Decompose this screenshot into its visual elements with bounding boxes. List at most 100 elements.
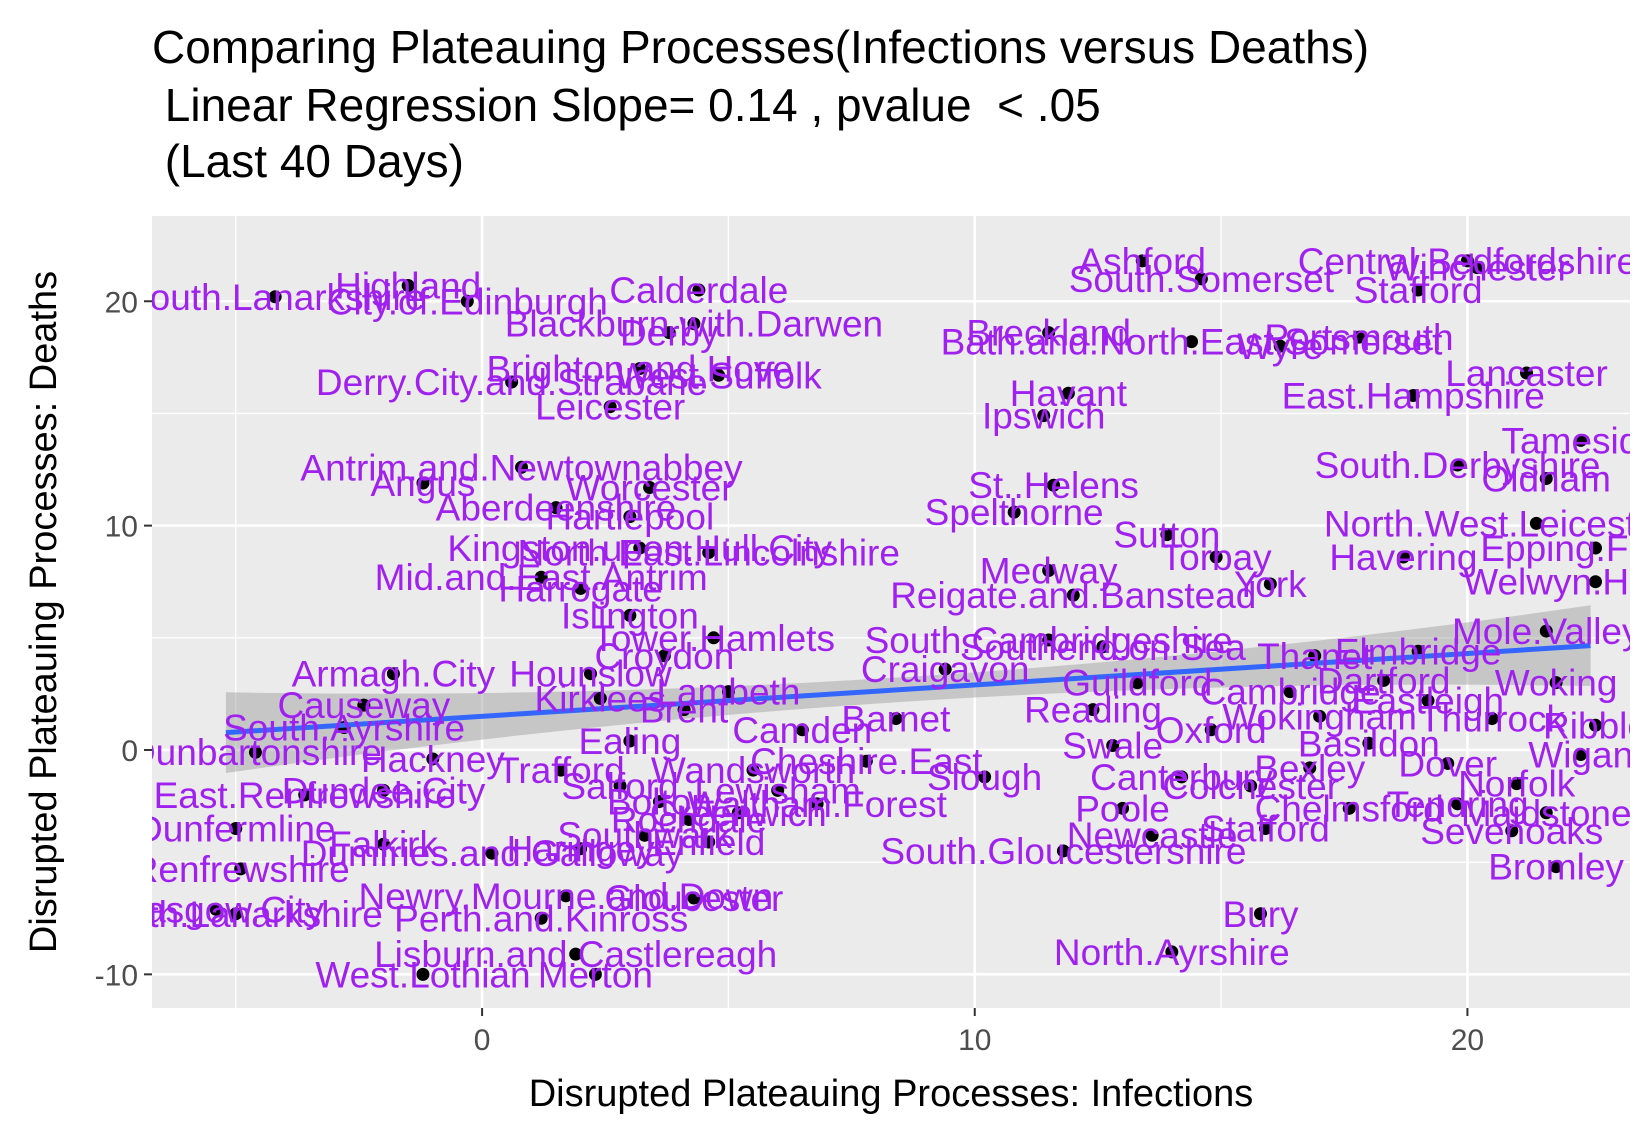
scatter-point bbox=[1549, 676, 1563, 690]
point-label: Bath.and.North.East.Somerset bbox=[941, 322, 1444, 363]
scatter-point bbox=[588, 967, 602, 981]
point-label: Islington bbox=[561, 595, 699, 636]
point-label: Basildon bbox=[1298, 723, 1440, 764]
scatter-point bbox=[593, 691, 607, 705]
scatter-point bbox=[712, 368, 726, 382]
scatter-point bbox=[1086, 703, 1100, 717]
scatter-point bbox=[731, 806, 745, 820]
scatter-point bbox=[1042, 633, 1056, 647]
point-label: St..Helens bbox=[968, 465, 1139, 506]
scatter-point bbox=[485, 846, 499, 860]
point-label: Angus bbox=[371, 463, 476, 504]
scatter-point bbox=[1313, 709, 1327, 723]
point-label: Enfield bbox=[652, 822, 765, 863]
x-tick-label: 0 bbox=[474, 1024, 491, 1057]
scatter-point bbox=[978, 770, 992, 784]
scatter-point bbox=[1130, 676, 1144, 690]
scatter-point bbox=[377, 783, 391, 797]
scatter-point bbox=[1047, 478, 1061, 492]
point-label: Norfolk bbox=[1458, 764, 1576, 805]
scatter-point bbox=[534, 570, 548, 584]
point-label: Gloucester bbox=[604, 878, 783, 919]
scatter-point bbox=[1589, 541, 1603, 555]
y-axis-title: Disrupted Plateauing Processes: Deaths bbox=[23, 271, 65, 953]
point-label: Medway bbox=[980, 550, 1118, 591]
scatter-point bbox=[426, 752, 440, 766]
point-label: Stafford bbox=[1201, 809, 1330, 850]
x-tick-label: 10 bbox=[958, 1024, 991, 1057]
scatter-point bbox=[1116, 801, 1130, 815]
point-label: Glasgow.City bbox=[108, 889, 324, 930]
point-label: Havering bbox=[1329, 537, 1477, 578]
point-label: Waltham.Forest bbox=[687, 784, 947, 825]
scatter-point bbox=[209, 902, 223, 916]
point-label: Cheshire.East bbox=[750, 741, 983, 782]
x-tick-label: 20 bbox=[1451, 1024, 1484, 1057]
scatter-point bbox=[569, 947, 583, 961]
point-label: Colchester bbox=[1162, 766, 1339, 807]
point-label: East.Renfrewshire bbox=[154, 775, 456, 816]
scatter-point bbox=[1160, 528, 1174, 542]
scatter-point bbox=[1362, 736, 1376, 750]
scatter-point bbox=[1042, 326, 1056, 340]
point-label: Dunbartonshire bbox=[129, 732, 382, 773]
point-label: Oxford bbox=[1156, 710, 1267, 751]
scatter-point bbox=[623, 608, 637, 622]
scatter-point bbox=[554, 763, 568, 777]
scatter-point bbox=[1244, 779, 1258, 793]
scatter-point bbox=[505, 375, 519, 389]
point-label: Wigan bbox=[1528, 734, 1633, 775]
scatter-point bbox=[662, 326, 676, 340]
scatter-point bbox=[1411, 283, 1425, 297]
point-label: Armagh.City bbox=[292, 654, 496, 695]
point-label: North.Ayrshire bbox=[1054, 932, 1290, 973]
scatter-point bbox=[386, 667, 400, 681]
point-label: York bbox=[1234, 564, 1307, 605]
point-label: South.Ayrshire bbox=[223, 708, 465, 749]
scatter-point bbox=[702, 546, 716, 560]
point-label: Ribble bbox=[1543, 705, 1643, 746]
chart-subtitle: Linear Regression Slope= 0.14 , pvalue <… bbox=[152, 79, 1101, 131]
y-tick-label: -10 bbox=[95, 959, 138, 992]
scatter-point bbox=[1283, 685, 1297, 699]
point-label: Torbay bbox=[1161, 537, 1273, 578]
scatter-point bbox=[1421, 694, 1435, 708]
point-label: Tower.Hamlets bbox=[592, 618, 835, 659]
scatter-point bbox=[1165, 945, 1179, 959]
point-label: Sevenoaks bbox=[1420, 811, 1603, 852]
scatter-point bbox=[692, 283, 706, 297]
point-label: Dundee.City bbox=[282, 770, 486, 811]
scatter-point bbox=[687, 317, 701, 331]
point-label: Portsmouth bbox=[1264, 317, 1453, 358]
point-label: Ealing bbox=[578, 721, 681, 762]
scatter-point bbox=[1066, 588, 1080, 602]
point-label: Ashford bbox=[1079, 241, 1207, 282]
scatter-point bbox=[1061, 386, 1075, 400]
point-label: Slough bbox=[927, 757, 1042, 798]
scatter-point bbox=[1204, 723, 1218, 737]
point-label: Greenwich bbox=[650, 793, 827, 834]
scatter-point bbox=[633, 541, 647, 555]
point-label: Tameside bbox=[1502, 420, 1643, 461]
scatter-point bbox=[401, 279, 415, 293]
point-label: North.East.Lincolnshire bbox=[517, 533, 900, 574]
point-label: Hackney bbox=[361, 739, 505, 780]
point-label: Brighton.and.Hove bbox=[486, 349, 792, 390]
point-label: Swale bbox=[1062, 725, 1163, 766]
scatter-point bbox=[1441, 756, 1455, 770]
regression-line bbox=[225, 643, 1591, 736]
scatter-point bbox=[657, 649, 671, 663]
scatter-point bbox=[1209, 550, 1223, 564]
grid-lines bbox=[152, 216, 1630, 1008]
point-label: Lewisham bbox=[694, 770, 861, 811]
scatter-point bbox=[416, 476, 430, 490]
point-label: Central.Bedfordshire bbox=[1298, 241, 1637, 282]
scatter-point bbox=[1145, 828, 1159, 842]
point-label: Dumfries.and.Galloway bbox=[301, 833, 684, 874]
point-label: Dover bbox=[1398, 743, 1497, 784]
scatter-point bbox=[1106, 738, 1120, 752]
scatter-point bbox=[534, 911, 548, 925]
y-tick-label: 20 bbox=[105, 286, 138, 319]
